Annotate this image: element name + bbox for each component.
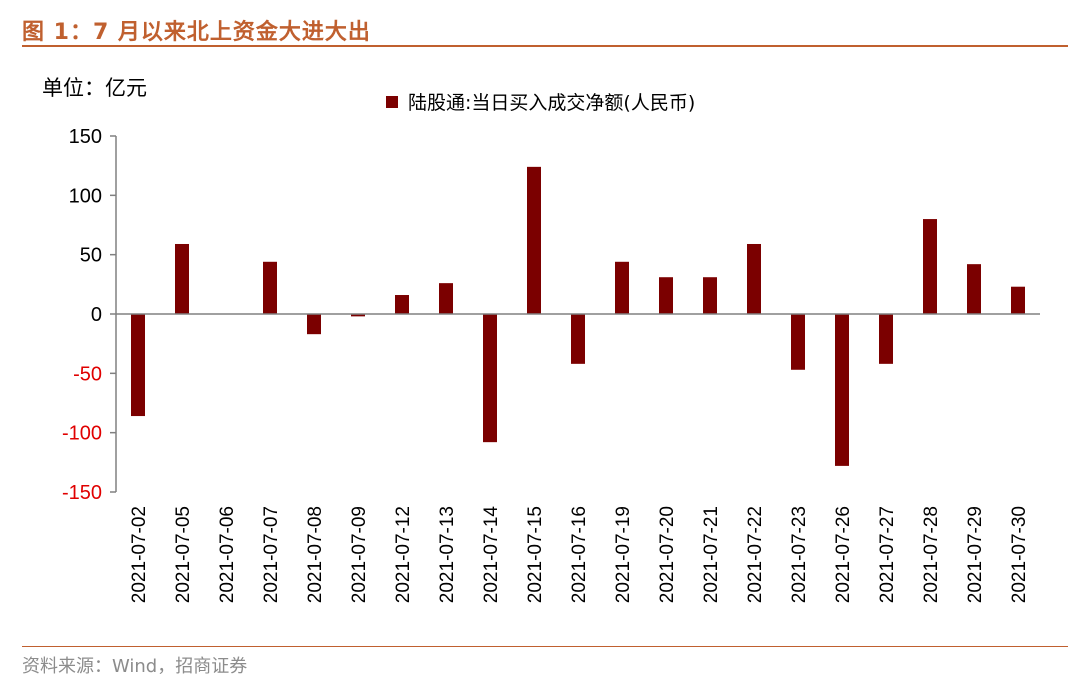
x-tick-label: 2021-07-15 [525,506,546,603]
bar [967,264,981,314]
x-tick-label: 2021-07-13 [437,506,458,603]
x-tick-label: 2021-07-22 [745,506,766,603]
bar [131,314,145,417]
x-tick-label: 2021-07-20 [657,506,678,603]
x-tick-label: 2021-07-02 [129,506,150,603]
bar [483,314,497,443]
x-tick-label: 2021-07-19 [613,506,634,603]
bar [747,243,761,314]
y-tick-label: -50 [73,363,102,385]
bar [923,219,937,314]
bar [615,261,629,314]
x-tick-label: 2021-07-23 [789,506,810,603]
x-tick-label: 2021-07-28 [921,506,942,603]
bar [351,314,365,317]
x-tick-label: 2021-07-21 [701,506,722,603]
x-tick-label: 2021-07-14 [481,506,502,604]
bar [175,243,189,314]
bar [791,314,805,370]
x-tick-label: 2021-07-06 [217,506,238,603]
x-tick-label: 2021-07-26 [833,506,854,603]
bar [307,314,321,335]
x-tick-label: 2021-07-07 [261,506,282,603]
bar [439,283,453,314]
y-tick-label: 0 [91,304,102,326]
x-tick-label: 2021-07-05 [173,506,194,603]
y-tick-label: 150 [69,126,102,148]
x-tick-label: 2021-07-12 [393,506,414,603]
chart-legend: 陆股通:当日买入成交净额(人民币) [386,88,695,115]
bar [571,314,585,364]
bar [835,314,849,466]
y-tick-label: 100 [69,185,102,207]
y-tick-label: -150 [62,482,102,504]
y-tick-label: -100 [62,423,102,445]
x-tick-label: 2021-07-09 [349,506,370,603]
x-tick-label: 2021-07-08 [305,506,326,603]
bar [1011,286,1025,314]
title-underline [22,45,1068,47]
y-tick-label: 50 [80,245,102,267]
bar [395,295,409,314]
bar [263,261,277,314]
footer-rule [22,646,1068,647]
source-note: 资料来源：Wind，招商证券 [22,656,248,677]
x-tick-label: 2021-07-30 [1009,506,1030,603]
x-tick-label: 2021-07-27 [877,506,898,603]
bar [879,314,893,364]
bar [659,277,673,314]
legend-swatch [386,95,398,108]
figure-title: 图 1：7 月以来北上资金大进大出 [22,20,371,45]
legend-label: 陆股通:当日买入成交净额(人民币) [408,92,696,114]
bar [527,166,541,314]
x-tick-label: 2021-07-29 [965,506,986,603]
x-tick-label: 2021-07-16 [569,506,590,603]
unit-label: 单位：亿元 [42,76,147,100]
bar [703,277,717,314]
